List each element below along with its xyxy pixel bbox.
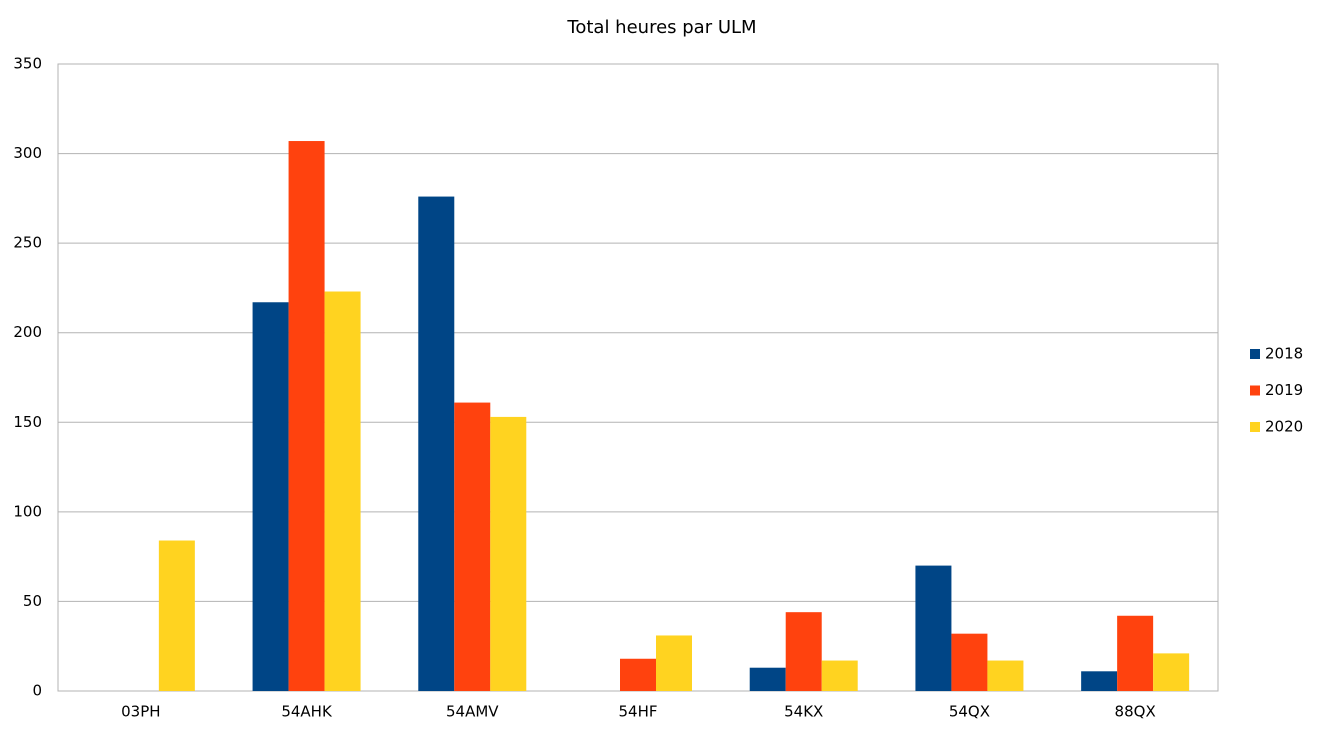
bar [749,667,786,691]
bar [158,540,195,691]
bar [252,302,289,691]
bar [987,660,1024,691]
legend-swatch [1250,349,1260,359]
y-tick-label: 150 [13,413,42,431]
bar [1153,653,1190,691]
x-tick-label: 54KX [784,703,823,721]
legend-label: 2018 [1265,345,1303,363]
bar [951,633,988,691]
legend-swatch [1250,422,1260,432]
y-tick-label: 50 [23,592,42,610]
x-tick-label: 54AMV [446,703,499,721]
x-tick-label: 54QX [949,703,990,721]
legend-swatch [1250,385,1260,396]
bar [821,660,858,691]
y-tick-label: 100 [13,502,42,520]
bar [620,658,656,691]
bar [490,416,527,691]
chart-title: Total heures par ULM [566,17,756,38]
y-tick-label: 300 [13,144,42,162]
bar [1081,671,1118,691]
x-tick-label: 54AHK [281,703,333,721]
bar [454,402,491,691]
legend-label: 2020 [1265,418,1303,436]
legend-label: 2019 [1265,381,1303,399]
x-tick-label: 03PH [121,703,160,721]
bar [915,565,952,691]
x-tick-label: 54HF [619,703,658,721]
y-tick-label: 250 [13,234,42,252]
y-tick-label: 200 [13,323,42,341]
bar [288,141,325,691]
y-tick-label: 0 [32,682,42,700]
y-tick-label: 350 [13,55,42,73]
bar [418,196,455,691]
bar [656,635,692,691]
x-tick-label: 88QX [1115,703,1156,721]
bar [785,612,822,691]
bar [1117,615,1154,691]
bar [324,291,361,691]
